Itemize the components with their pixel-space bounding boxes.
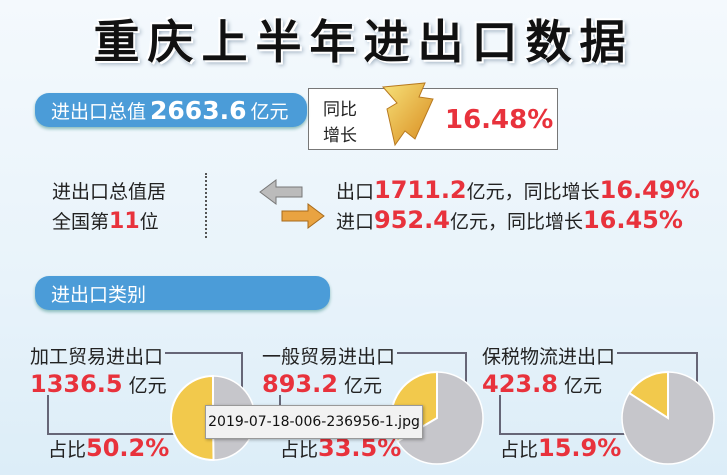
share-label: 占比 (48, 439, 87, 461)
connector-line (165, 352, 243, 388)
category-unit: 亿元 (563, 375, 602, 397)
growth-label-2: 增长 (323, 126, 357, 146)
category-share: 占比15.9% (500, 434, 621, 462)
total-unit: 亿元 (250, 100, 289, 123)
category-unit: 亿元 (128, 375, 167, 397)
connector-line (617, 352, 698, 388)
export-growth: 16.49% (599, 176, 700, 204)
rank-post: 位 (139, 211, 159, 233)
share-value: 15.9% (538, 434, 622, 462)
pie-share-slice (627, 370, 669, 420)
up-arrow-icon (381, 82, 434, 147)
category-value: 1336.5 (30, 370, 123, 398)
category-amount: 1336.5 亿元 (30, 370, 167, 398)
category-name: 加工贸易进出口 (30, 346, 164, 368)
pie-share-slice (170, 374, 215, 461)
total-pill: 进出口总值 2663.6 亿元 (35, 93, 307, 127)
growth-box: 同比 增长 16.48% (308, 82, 558, 150)
export-value: 1711.2 (374, 176, 467, 204)
category-pill: 进出口类别 (35, 276, 330, 310)
import-label: 进口 (336, 211, 375, 233)
import-line: 进口952.4亿元，同比增长16.45% (336, 206, 683, 234)
import-growth: 16.45% (582, 206, 683, 234)
rank-pre: 全国第 (52, 211, 110, 233)
share-label: 占比 (500, 439, 539, 461)
export-suffix: 亿元，同比增长 (466, 181, 600, 203)
growth-label-1: 同比 (323, 100, 357, 120)
share-label: 占比 (280, 439, 319, 461)
rank-line1: 进出口总值居 (52, 181, 167, 203)
total-value: 2663.6 (150, 95, 247, 125)
category-title: 进出口类别 (51, 283, 147, 306)
category-share: 占比50.2% (48, 434, 169, 462)
share-value: 50.2% (86, 434, 170, 462)
total-growth: 16.48% (445, 105, 554, 135)
category-value: 423.8 (482, 370, 558, 398)
export-line: 出口1711.2亿元，同比增长16.49% (336, 176, 700, 204)
category-name: 一般贸易进出口 (262, 346, 396, 368)
category-amount: 893.2 亿元 (262, 370, 382, 398)
connector-line (47, 395, 183, 435)
divider (205, 173, 207, 238)
connector-line (499, 395, 638, 435)
import-value: 952.4 (374, 206, 450, 234)
category-value: 893.2 (262, 370, 338, 398)
rank-value: 11 (109, 209, 140, 234)
total-label: 进出口总值 (51, 100, 147, 123)
import-suffix: 亿元，同比增长 (449, 211, 583, 233)
share-pie-chart (621, 370, 715, 465)
export-label: 出口 (336, 181, 375, 203)
category-amount: 423.8 亿元 (482, 370, 602, 398)
exchange-arrows-icon (259, 179, 325, 229)
connector-line (397, 352, 467, 388)
rank-line2: 全国第11位 (52, 207, 159, 234)
filename-tooltip: 2019-07-18-006-236956-1.jpg (205, 405, 423, 439)
category-name: 保税物流进出口 (482, 346, 616, 368)
page-title: 重庆上半年进出口数据 (93, 15, 634, 69)
category-unit: 亿元 (343, 375, 382, 397)
